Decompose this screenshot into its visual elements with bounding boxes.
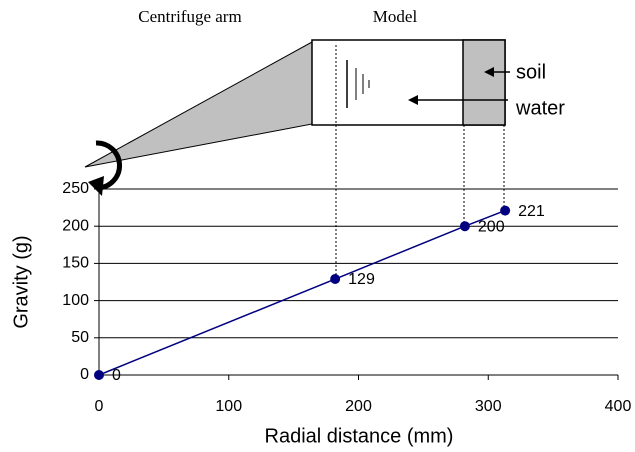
y-axis-title: Gravity (g) — [10, 235, 32, 328]
diagram-label: Centrifuge arm — [138, 7, 241, 26]
diagram: Centrifuge arm Model soil water — [84, 7, 565, 279]
y-tick-label: 200 — [62, 217, 89, 234]
soil-region — [462, 39, 506, 126]
data-line — [98, 209, 506, 376]
diagram-label: Model — [373, 7, 418, 26]
rotation-arrowhead — [88, 176, 104, 196]
data-label: 221 — [518, 203, 545, 220]
y-tick-label: 150 — [62, 255, 89, 272]
y-tick-label: 0 — [80, 366, 89, 383]
pointer-arrowhead — [408, 95, 418, 105]
data-point — [500, 205, 511, 216]
x-tick-label: 0 — [95, 398, 104, 415]
rotation-arrow — [95, 140, 122, 191]
y-tick-label: 100 — [62, 292, 89, 309]
data-point — [330, 274, 341, 285]
y-tick-label: 250 — [62, 180, 89, 197]
x-tick-label: 400 — [605, 398, 632, 415]
y-tick-label: 50 — [71, 329, 89, 346]
pointer-arrowhead — [484, 67, 494, 77]
x-axis-title: Radial distance (mm) — [265, 425, 454, 447]
data-point — [459, 221, 470, 232]
data-point — [94, 370, 104, 380]
centrifuge-arm — [84, 41, 313, 168]
data-label: 129 — [348, 271, 375, 288]
data-label: 200 — [478, 218, 505, 235]
x-tick-label: 200 — [345, 398, 372, 415]
x-tick-label: 100 — [215, 398, 242, 415]
diagram-label: soil — [516, 61, 546, 83]
data-label: 0 — [112, 367, 121, 384]
x-tick-label: 300 — [475, 398, 502, 415]
diagram-label: water — [515, 97, 565, 119]
